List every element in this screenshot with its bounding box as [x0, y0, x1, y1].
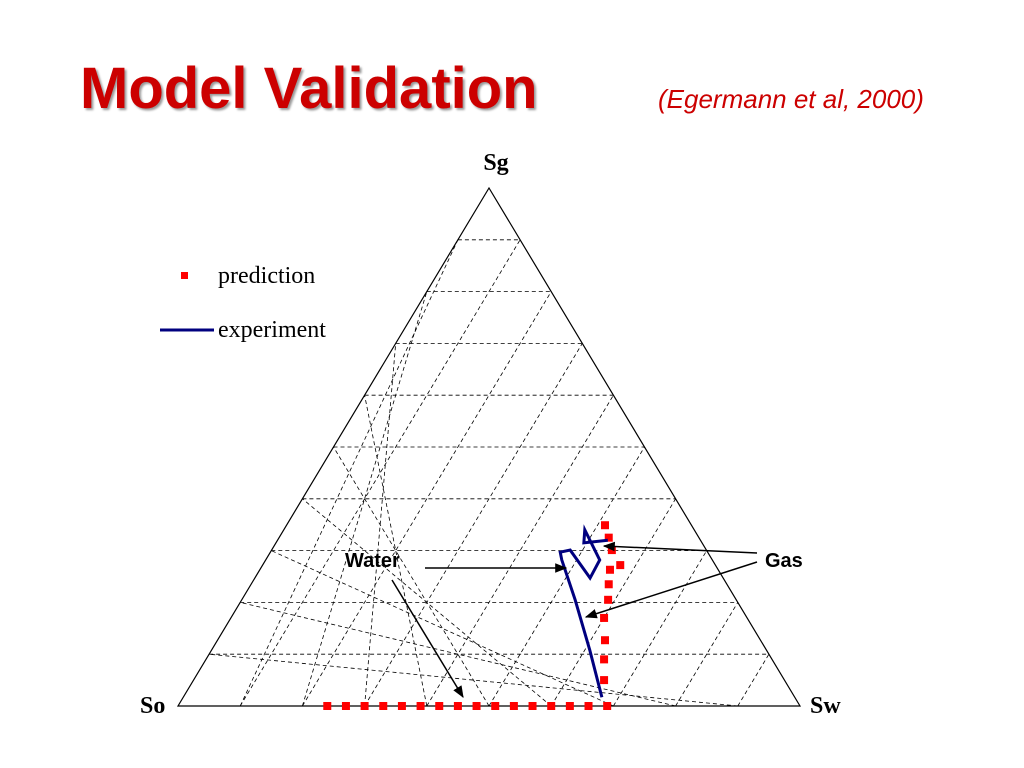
prediction-point: [604, 595, 613, 604]
prediction-point: [600, 613, 609, 622]
grid-line: [364, 343, 397, 707]
prediction-point: [603, 702, 612, 710]
prediction-point: [360, 702, 369, 710]
experiment-line: [558, 524, 608, 698]
prediction-point: [416, 702, 425, 710]
grid-line: [302, 291, 428, 707]
prediction-point: [600, 655, 609, 664]
grid-line: [737, 653, 770, 707]
prediction-point: [600, 676, 609, 685]
arrow: [602, 541, 758, 554]
citation: (Egermann et al, 2000): [658, 84, 924, 114]
grid-line: [550, 498, 676, 707]
grid-line: [302, 498, 552, 707]
grid-line: [240, 602, 676, 707]
grid-line: [364, 395, 428, 707]
prediction-point: [341, 702, 350, 710]
grid-line: [209, 653, 738, 707]
annotation: Gas: [765, 550, 803, 572]
grid-line: [333, 446, 490, 707]
apex-label: Sw: [810, 693, 841, 719]
annotation: Water: [345, 550, 400, 572]
prediction-point: [601, 636, 610, 645]
grid-line: [239, 239, 459, 707]
prediction-point: [491, 702, 500, 710]
arrow: [391, 579, 464, 699]
prediction-point: [453, 702, 462, 710]
apex-label: Sg: [483, 150, 508, 176]
prediction-point: [528, 702, 537, 710]
slide-title: Model Validation: [80, 56, 538, 121]
prediction-point: [604, 580, 613, 589]
prediction-point: [607, 546, 616, 555]
grid-line: [271, 550, 614, 707]
prediction-point: [584, 702, 593, 710]
ternary-plot: prediction experiment: [160, 186, 802, 710]
prediction-point: [547, 702, 556, 710]
prediction-point: [472, 702, 481, 710]
legend-label: experiment: [218, 317, 326, 343]
prediction-point: [379, 702, 388, 710]
prediction-point: [605, 565, 614, 574]
prediction-point: [601, 521, 610, 530]
prediction-point: [616, 561, 625, 570]
apex-label: So: [140, 693, 165, 719]
grid-line: [675, 602, 739, 707]
prediction-point: [604, 533, 613, 542]
grid-line: [364, 343, 583, 707]
prediction-point: [323, 702, 332, 710]
prediction-point: [565, 702, 574, 710]
arrow: [584, 561, 758, 619]
grid-line: [302, 291, 552, 707]
prediction-point: [435, 702, 444, 710]
legend-marker: [181, 272, 188, 279]
prediction-point: [509, 702, 518, 710]
grid-line: [488, 446, 645, 707]
grid-line: [613, 550, 708, 707]
legend-label: prediction: [218, 263, 315, 289]
prediction-point: [397, 702, 406, 710]
annotation-arrows: [391, 541, 758, 699]
triangle-frame: [176, 186, 802, 707]
